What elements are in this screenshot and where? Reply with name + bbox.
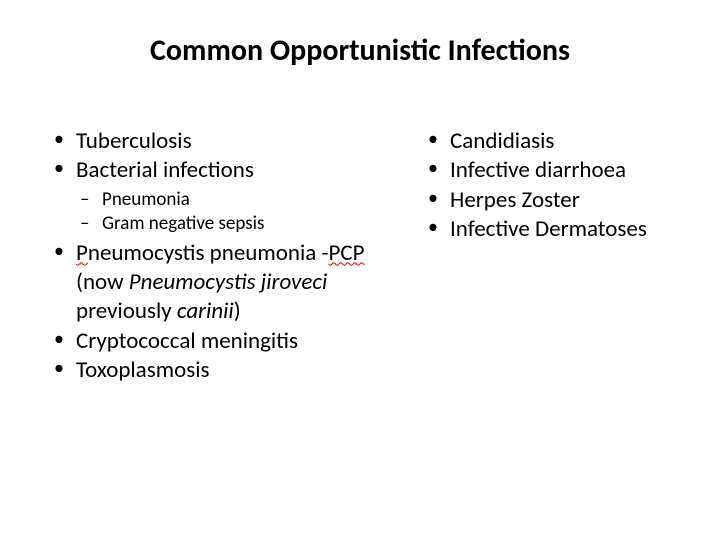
slide: Common Opportunistic Infections Tubercul… xyxy=(0,0,720,540)
list-item: Cryptococcal meningitis xyxy=(48,327,413,356)
text: previously xyxy=(76,297,177,325)
sub-list: Pneumonia Gram negative sepsis xyxy=(48,188,413,237)
spellcheck-text: P xyxy=(76,239,88,267)
list-item: Herpes Zoster xyxy=(422,186,672,215)
left-list: Tuberculosis Bacterial infections Pneumo… xyxy=(48,127,413,386)
italic-text: Pneumocystis jiroveci xyxy=(129,268,327,296)
list-item: Infective Dermatoses xyxy=(422,215,672,244)
spellcheck-text: PCP xyxy=(329,239,365,267)
list-item: Candidiasis xyxy=(422,127,672,156)
text: ) xyxy=(234,297,241,325)
right-list: Candidiasis Infective diarrhoea Herpes Z… xyxy=(422,127,672,245)
slide-title: Common Opportunistic Infections xyxy=(48,32,672,69)
left-column: Tuberculosis Bacterial infections Pneumo… xyxy=(48,127,413,386)
sub-item: Pneumonia xyxy=(48,188,413,212)
right-column: Candidiasis Infective diarrhoea Herpes Z… xyxy=(422,127,672,386)
list-item: Tuberculosis xyxy=(48,127,413,156)
text: pneumonia - xyxy=(204,239,328,267)
sub-item: Gram negative sepsis xyxy=(48,212,413,236)
list-item: Infective diarrhoea xyxy=(422,156,672,185)
columns: Tuberculosis Bacterial infections Pneumo… xyxy=(48,127,672,386)
text: neumocystis xyxy=(88,239,205,267)
text: (now xyxy=(76,268,129,296)
list-item-pcp: Pneumocystis pneumonia -PCP (now Pneumoc… xyxy=(48,239,413,327)
italic-text: carinii xyxy=(177,297,234,325)
list-item: Bacterial infections xyxy=(48,156,413,185)
sub-list-wrapper: Pneumonia Gram negative sepsis xyxy=(48,188,413,237)
list-item: Toxoplasmosis xyxy=(48,356,413,385)
